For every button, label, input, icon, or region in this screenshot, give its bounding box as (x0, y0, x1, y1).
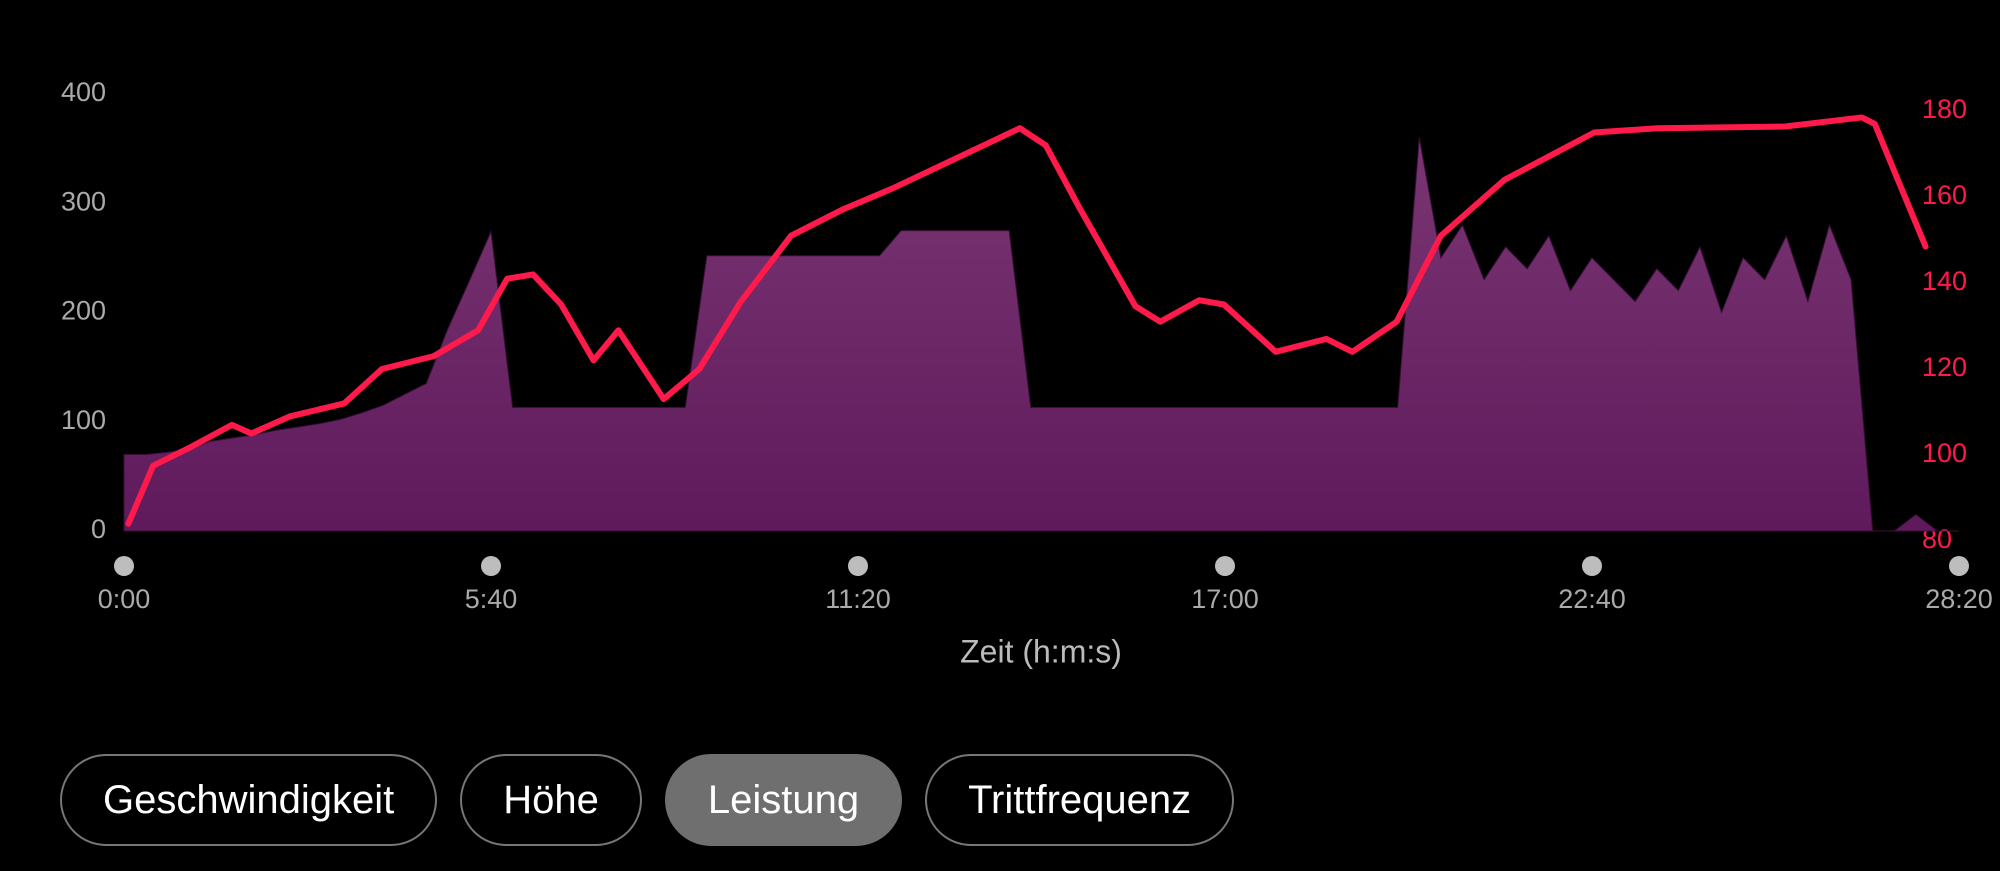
y2-tick-label: 100 (1922, 438, 1967, 468)
x-tick-label: 0:00 (98, 584, 151, 614)
y2-tick-label: 160 (1922, 180, 1967, 210)
x-tick-dot (848, 556, 868, 576)
x-tick-dot (1949, 556, 1969, 576)
y-tick-label: 300 (61, 186, 106, 216)
y-tick-label: 200 (61, 296, 106, 326)
x-tick-label: 17:00 (1191, 584, 1259, 614)
tab-button[interactable]: Geschwindigkeit (60, 754, 438, 846)
y-tick-label: 0 (91, 514, 106, 544)
x-tick-dot (481, 556, 501, 576)
tab-button[interactable]: Höhe (460, 754, 642, 846)
y-tick-label: 400 (61, 77, 106, 107)
x-tick-dot (114, 556, 134, 576)
heart-rate-line (125, 114, 1929, 527)
x-tick-dot (1215, 556, 1235, 576)
tab-button[interactable]: Trittfrequenz (925, 754, 1235, 846)
y-tick-label: 100 (61, 405, 106, 435)
tab-bar: Geschwindigkeit Höhe Leistung Trittfrequenz (60, 754, 1235, 846)
x-tick-dot (1582, 556, 1602, 576)
x-tick-label: 11:20 (825, 584, 891, 614)
x-tick-label: 28:20 (1925, 584, 1993, 614)
x-axis-title: Zeit (h:m:s) (960, 633, 1122, 669)
x-tick-label: 22:40 (1558, 584, 1626, 614)
y2-tick-label: 180 (1922, 94, 1967, 124)
chart: Zeit (h:m:s) 010020030040080100120140160… (61, 77, 1993, 669)
tab-button[interactable]: Leistung (664, 754, 903, 846)
y2-tick-label: 140 (1922, 266, 1967, 296)
x-tick-label: 5:40 (465, 584, 518, 614)
y2-tick-label: 120 (1922, 352, 1967, 382)
power-area (123, 137, 1959, 532)
